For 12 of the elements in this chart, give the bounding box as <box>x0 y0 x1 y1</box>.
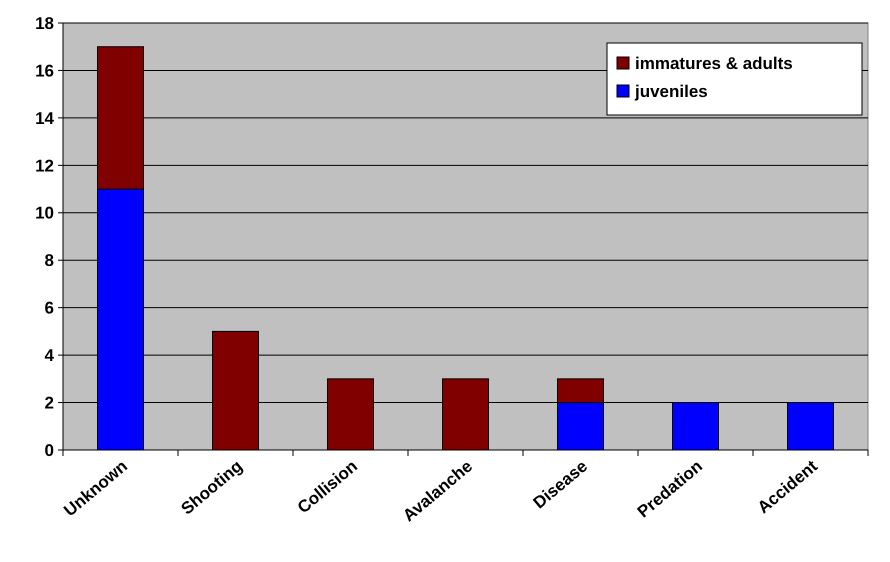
legend-label: immatures & adults <box>635 54 793 73</box>
y-tick-label: 8 <box>44 251 54 270</box>
y-tick-label: 12 <box>35 156 54 176</box>
y-tick-label: 2 <box>44 394 54 413</box>
y-tick-label: 6 <box>44 298 54 318</box>
y-tick-label: 4 <box>44 346 55 366</box>
y-tick-label: 10 <box>35 204 54 223</box>
y-tick-label: 18 <box>35 14 54 33</box>
legend-label: juveniles <box>634 82 708 101</box>
y-tick-label: 0 <box>44 440 54 460</box>
y-tick-label: 14 <box>35 108 55 128</box>
y-tick-label: 16 <box>35 61 54 80</box>
